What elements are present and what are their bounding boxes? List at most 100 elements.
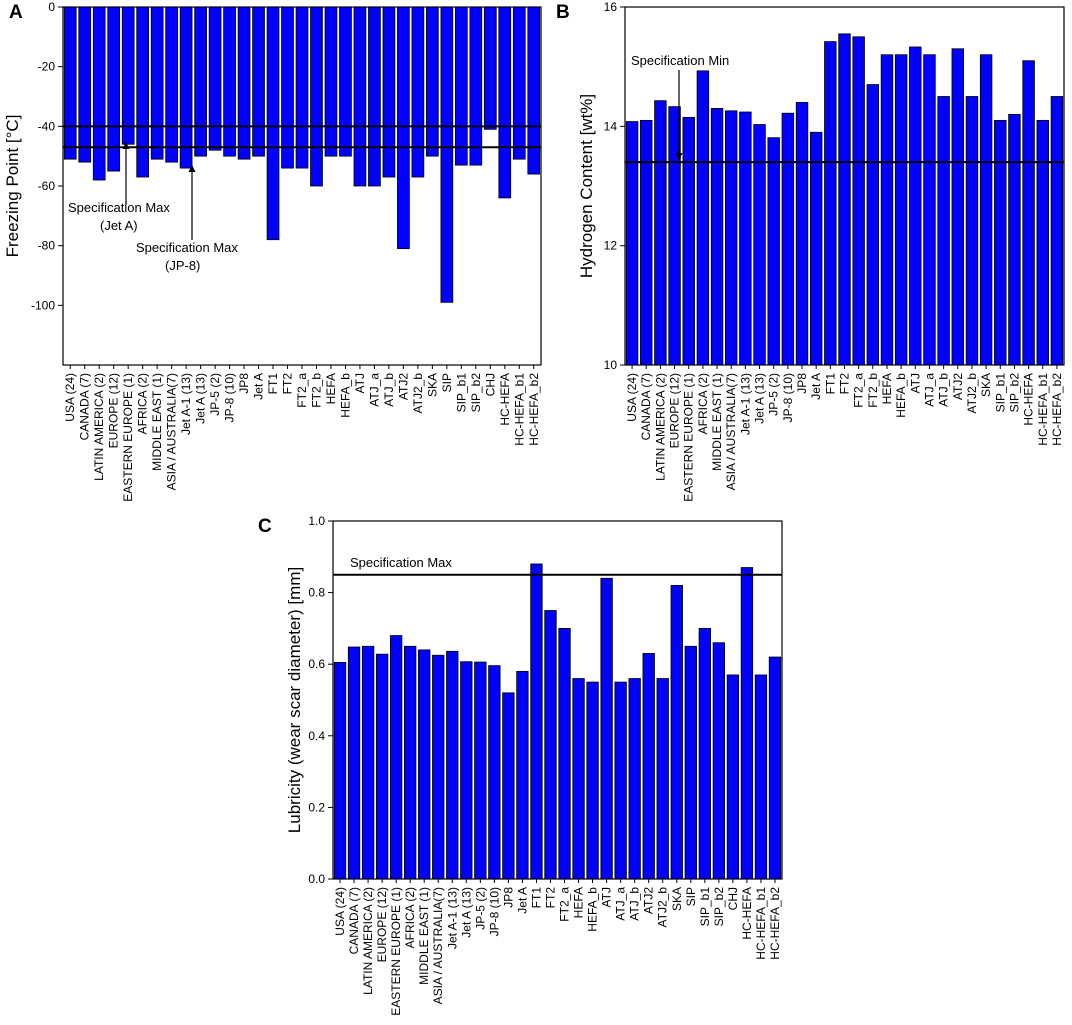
x-tick-label-b-15: FT2: [838, 373, 852, 395]
x-tick-label-a-12: JP8: [237, 373, 251, 394]
bar-c-18: [586, 681, 599, 880]
y-tick-label-b-0: 10: [604, 358, 618, 372]
bar-a-7: [165, 6, 178, 163]
bar-c-28: [726, 674, 740, 880]
x-tick-label-c-12: JP8: [501, 887, 515, 908]
bar-a-26: [440, 6, 454, 303]
spec-label-a-0: Specification Max: [68, 200, 170, 215]
x-tick-label-b-27: SIP_b2: [1007, 373, 1021, 413]
x-tick-label-b-30: HC-HEFA_b2: [1050, 373, 1064, 446]
bar-b-23: [951, 48, 964, 366]
x-tick-label-a-27: SIP_b1: [454, 373, 468, 413]
x-tick-label-c-2: LATIN AMERICA (2): [361, 887, 375, 995]
x-tick-label-a-28: SIP_b2: [469, 373, 483, 413]
y-tick-label-c-1: 0.2: [308, 800, 325, 814]
bar-c-19: [600, 577, 613, 880]
y-axis-label-c: Lubricity (wear scar diameter) [mm]: [285, 567, 304, 833]
bar-a-5: [136, 6, 150, 178]
x-tick-label-c-11: JP-8 (10): [487, 887, 501, 936]
bar-c-29: [740, 567, 754, 880]
bar-c-20: [614, 681, 627, 880]
x-tick-label-b-2: LATIN AMERICA (2): [653, 373, 667, 481]
y-tick-label-b-1: 12: [604, 239, 618, 253]
x-tick-label-b-10: JP-5 (2): [767, 373, 781, 416]
x-tick-label-c-31: HC-HEFA_b2: [768, 887, 782, 960]
bar-a-15: [281, 6, 294, 169]
bar-a-32: [527, 6, 541, 175]
bar-c-9: [460, 661, 473, 880]
x-tick-label-a-4: EASTERN EUROPE (1): [121, 373, 135, 502]
bar-b-30: [1050, 96, 1064, 366]
bar-a-0: [63, 6, 77, 160]
x-tick-label-c-9: Jet A (13): [459, 887, 473, 938]
y-tick-label-a-0: 0: [48, 0, 55, 14]
bar-b-0: [625, 121, 639, 366]
bar-a-4: [121, 6, 135, 145]
bar-c-6: [418, 649, 431, 880]
bar-b-21: [923, 54, 936, 366]
bar-b-26: [994, 119, 1007, 366]
bar-b-22: [937, 96, 950, 366]
spec-arrowhead-a-0: [122, 142, 130, 149]
y-tick-label-c-3: 0.6: [308, 657, 325, 671]
bar-b-28: [1022, 60, 1035, 366]
bar-b-4: [682, 116, 695, 366]
spec-label-a-1: Specification Max: [136, 240, 238, 255]
y-tick-label-a-2: -40: [38, 119, 56, 133]
spec-arrowhead-b-0: [675, 153, 683, 160]
bar-c-10: [474, 661, 487, 880]
x-tick-label-c-19: ATJ: [600, 887, 614, 907]
x-tick-label-c-5: AFRICA (2): [403, 887, 417, 948]
x-tick-label-a-2: LATIN AMERICA (2): [92, 373, 106, 481]
x-tick-label-c-29: HC-HEFA: [740, 887, 754, 940]
x-tick-label-a-25: SKA: [425, 373, 439, 397]
bar-c-15: [544, 610, 557, 880]
bar-b-10: [767, 137, 780, 366]
bar-c-17: [572, 678, 585, 880]
x-tick-label-c-7: ASIA / AUSTRALIA(7): [431, 887, 445, 1004]
x-tick-label-b-9: Jet A (13): [753, 373, 767, 424]
x-tick-label-b-24: ATJ2_b: [965, 373, 979, 414]
x-tick-label-c-24: SKA: [670, 887, 684, 911]
bar-b-13: [809, 131, 823, 366]
x-tick-label-b-22: ATJ_b: [937, 373, 951, 407]
bar-c-0: [333, 662, 347, 880]
bar-a-11: [223, 6, 236, 157]
y-tick-label-c-5: 1.0: [308, 514, 325, 528]
bar-c-7: [432, 654, 445, 880]
bar-c-2: [361, 645, 375, 880]
bar-a-23: [397, 6, 410, 250]
bar-a-31: [512, 6, 526, 160]
bar-b-15: [838, 33, 851, 366]
x-tick-label-c-23: ATJ2_b: [656, 887, 670, 928]
x-tick-label-b-18: HEFA: [880, 373, 894, 404]
bar-a-2: [92, 6, 106, 181]
bar-a-8: [179, 6, 193, 169]
spec-label-b-0: Specification Min: [631, 53, 729, 68]
bar-c-4: [389, 635, 403, 880]
x-tick-label-b-3: EUROPE (12): [668, 373, 682, 448]
panel-c-lubricity-chart: 0.0 0.2 0.4 0.6 0.8 1.0 USA (24) CANADA (7) LATI…: [258, 514, 783, 1016]
x-tick-label-c-14: FT1: [530, 887, 544, 909]
x-tick-label-a-1: CANADA (7): [78, 373, 92, 440]
x-tick-label-a-30: HC-HEFA: [498, 373, 512, 426]
bar-a-24: [411, 6, 425, 178]
x-tick-label-b-19: HEFA_b: [894, 373, 908, 418]
bar-c-30: [754, 674, 768, 880]
bar-c-13: [516, 670, 529, 880]
x-tick-label-a-31: HC-HEFA_b1: [512, 373, 526, 446]
panel-letter-b: B: [556, 2, 570, 23]
bar-b-9: [753, 124, 766, 366]
bar-b-8: [739, 111, 752, 366]
spec-sublabel-a-0: (Jet A): [100, 218, 138, 233]
y-tick-label-b-2: 14: [604, 119, 618, 133]
x-tick-label-a-3: EUROPE (12): [107, 373, 121, 448]
y-tick-label-b-3: 16: [604, 0, 618, 14]
spec-arrowhead-a-1: [188, 165, 196, 172]
x-tick-label-a-32: HC-HEFA_b2: [527, 373, 541, 446]
bar-c-27: [712, 642, 726, 880]
bar-a-20: [353, 6, 367, 187]
x-tick-label-c-8: Jet A-1 (13): [445, 887, 459, 949]
x-tick-label-a-18: HEFA: [324, 373, 338, 404]
bar-b-11: [781, 112, 795, 366]
